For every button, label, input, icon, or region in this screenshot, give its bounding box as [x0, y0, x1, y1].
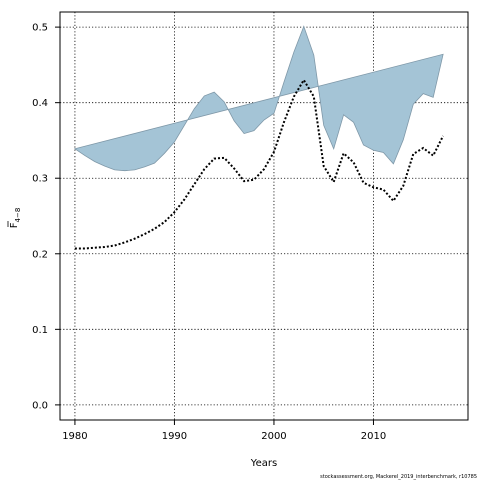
- y-axis-title-main: F: [9, 222, 20, 228]
- y-tick-label: 0.2: [32, 249, 48, 260]
- x-tick-label: 2000: [261, 431, 286, 442]
- y-tick-label: 0.3: [32, 174, 48, 185]
- plot-frame: [59, 11, 469, 421]
- x-tick-label: 1980: [62, 431, 87, 442]
- y-tick-label: 0.0: [32, 400, 48, 411]
- y-tick-label: 0.5: [32, 23, 48, 34]
- y-axis-title: F4−8: [7, 208, 22, 229]
- x-axis-title: Years: [250, 458, 277, 469]
- x-tick-label: 2010: [361, 431, 386, 442]
- confidence-band-area: [73, 25, 444, 172]
- y-tick-label: 0.4: [32, 98, 48, 109]
- x-tick-label: 1990: [162, 431, 187, 442]
- footer-credit: stockassessment.org, Mackerel_2019_inter…: [320, 474, 477, 480]
- y-axis-title-subscript: 4−8: [14, 208, 22, 223]
- y-tick-label: 0.1: [32, 325, 48, 336]
- x-axis: 1980 1990 2000 2010: [62, 420, 386, 442]
- confidence-band: [73, 25, 444, 172]
- y-axis: 0.0 0.1 0.2 0.3 0.4 0.5: [32, 23, 60, 411]
- estimate-line-path: [74, 78, 444, 250]
- svg-text:F4−8: F4−8: [9, 208, 22, 229]
- estimate-line: [74, 78, 444, 250]
